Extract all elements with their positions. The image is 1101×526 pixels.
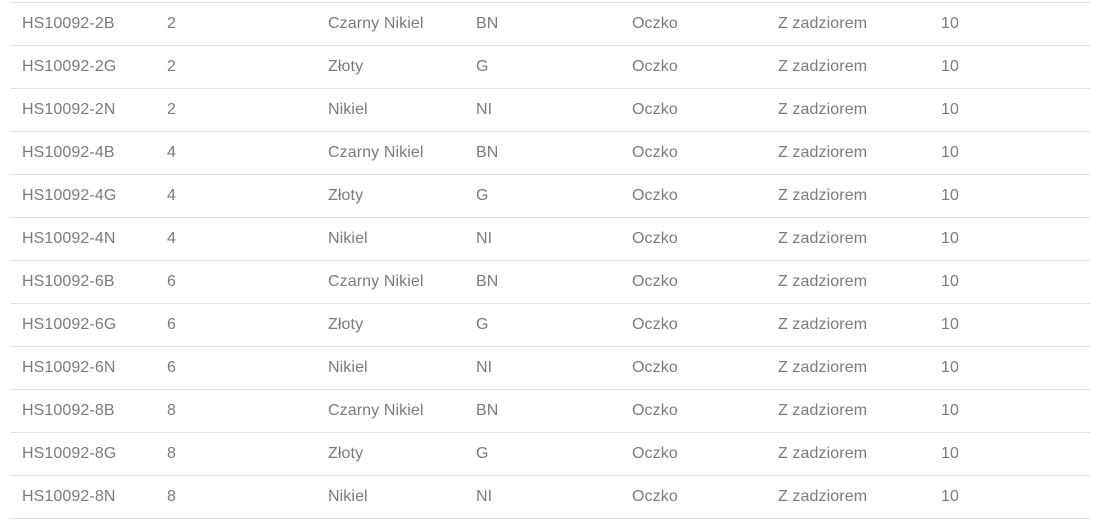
cell-color-code: BN [476, 402, 499, 419]
cell-shape: Oczko [632, 101, 678, 118]
cell-quantity: 10 [941, 15, 959, 32]
cell-quantity: 10 [941, 58, 959, 75]
table-row: HS10092-2G 2 Złoty G Oczko Z zadziorem 1… [10, 45, 1090, 89]
table-row: HS10092-4G 4 Złoty G Oczko Z zadziorem 1… [10, 174, 1090, 218]
table-row: HS10092-2N 2 Nikiel NI Oczko Z zadziorem… [10, 88, 1090, 132]
cell-color-code: NI [476, 101, 493, 118]
cell-shape: Oczko [632, 230, 678, 247]
cell-color-code: G [476, 445, 489, 462]
cell-shape: Oczko [632, 187, 678, 204]
cell-symbol: HS10092-4N [22, 230, 116, 247]
cell-shape: Oczko [632, 15, 678, 32]
cell-size: 6 [167, 359, 176, 376]
cell-color-code: BN [476, 144, 499, 161]
cell-quantity: 10 [941, 316, 959, 333]
cell-color-name: Nikiel [328, 359, 368, 376]
cell-barb: Z zadziorem [778, 15, 868, 32]
cell-shape: Oczko [632, 359, 678, 376]
cell-size: 2 [167, 58, 176, 75]
cell-color-code: G [476, 187, 489, 204]
cell-quantity: 10 [941, 101, 959, 118]
table-row: HS10092-8N 8 Nikiel NI Oczko Z zadziorem… [10, 475, 1090, 519]
table-row: HS10092-6B 6 Czarny Nikiel BN Oczko Z za… [10, 260, 1090, 304]
cell-color-name: Nikiel [328, 488, 368, 505]
cell-quantity: 10 [941, 359, 959, 376]
cell-barb: Z zadziorem [778, 316, 868, 333]
cell-shape: Oczko [632, 273, 678, 290]
cell-color-name: Nikiel [328, 230, 368, 247]
cell-size: 2 [167, 15, 176, 32]
table-body: HS10092-2B 2 Czarny Nikiel BN Oczko Z za… [10, 2, 1090, 519]
cell-size: 2 [167, 101, 176, 118]
cell-color-name: Czarny Nikiel [328, 15, 424, 32]
cell-barb: Z zadziorem [778, 273, 868, 290]
cell-quantity: 10 [941, 273, 959, 290]
cell-size: 4 [167, 144, 176, 161]
cell-shape: Oczko [632, 488, 678, 505]
cell-shape: Oczko [632, 144, 678, 161]
cell-color-code: NI [476, 230, 493, 247]
cell-color-name: Czarny Nikiel [328, 402, 424, 419]
cell-color-name: Złoty [328, 58, 364, 75]
cell-barb: Z zadziorem [778, 144, 868, 161]
cell-color-code: BN [476, 15, 499, 32]
table-row: HS10092-6G 6 Złoty G Oczko Z zadziorem 1… [10, 303, 1090, 347]
table-row: HS10092-2B 2 Czarny Nikiel BN Oczko Z za… [10, 2, 1090, 46]
cell-color-code: NI [476, 359, 493, 376]
cell-quantity: 10 [941, 187, 959, 204]
cell-size: 4 [167, 187, 176, 204]
cell-barb: Z zadziorem [778, 488, 868, 505]
cell-shape: Oczko [632, 58, 678, 75]
cell-quantity: 10 [941, 445, 959, 462]
cell-barb: Z zadziorem [778, 58, 868, 75]
cell-size: 8 [167, 445, 176, 462]
cell-shape: Oczko [632, 316, 678, 333]
cell-color-name: Czarny Nikiel [328, 273, 424, 290]
table-row: HS10092-8G 8 Złoty G Oczko Z zadziorem 1… [10, 432, 1090, 476]
cell-symbol: HS10092-8N [22, 488, 116, 505]
table-row: HS10092-6N 6 Nikiel NI Oczko Z zadziorem… [10, 346, 1090, 390]
cell-quantity: 10 [941, 402, 959, 419]
cell-symbol: HS10092-4G [22, 187, 117, 204]
cell-size: 4 [167, 230, 176, 247]
cell-symbol: HS10092-6N [22, 359, 116, 376]
cell-color-code: NI [476, 488, 493, 505]
cell-shape: Oczko [632, 445, 678, 462]
cell-symbol: HS10092-2N [22, 101, 116, 118]
cell-symbol: HS10092-4B [22, 144, 115, 161]
cell-color-name: Złoty [328, 445, 364, 462]
product-variants-table: HS10092-2B 2 Czarny Nikiel BN Oczko Z za… [10, 2, 1090, 519]
product-variants-table-wrap: HS10092-2B 2 Czarny Nikiel BN Oczko Z za… [10, 2, 1090, 519]
cell-symbol: HS10092-8G [22, 445, 117, 462]
table-row: HS10092-8B 8 Czarny Nikiel BN Oczko Z za… [10, 389, 1090, 433]
cell-barb: Z zadziorem [778, 445, 868, 462]
cell-symbol: HS10092-6B [22, 273, 115, 290]
cell-quantity: 10 [941, 488, 959, 505]
cell-size: 6 [167, 316, 176, 333]
cell-quantity: 10 [941, 230, 959, 247]
cell-barb: Z zadziorem [778, 402, 868, 419]
cell-barb: Z zadziorem [778, 187, 868, 204]
table-row: HS10092-4N 4 Nikiel NI Oczko Z zadziorem… [10, 217, 1090, 261]
table-row: HS10092-4B 4 Czarny Nikiel BN Oczko Z za… [10, 131, 1090, 175]
cell-size: 8 [167, 488, 176, 505]
cell-symbol: HS10092-2G [22, 58, 117, 75]
cell-barb: Z zadziorem [778, 359, 868, 376]
cell-barb: Z zadziorem [778, 101, 868, 118]
cell-size: 6 [167, 273, 176, 290]
cell-symbol: HS10092-6G [22, 316, 117, 333]
cell-color-name: Nikiel [328, 101, 368, 118]
cell-color-code: BN [476, 273, 499, 290]
cell-color-name: Czarny Nikiel [328, 144, 424, 161]
cell-color-code: G [476, 316, 489, 333]
cell-shape: Oczko [632, 402, 678, 419]
cell-symbol: HS10092-2B [22, 15, 115, 32]
cell-color-name: Złoty [328, 187, 364, 204]
cell-size: 8 [167, 402, 176, 419]
cell-symbol: HS10092-8B [22, 402, 115, 419]
cell-color-name: Złoty [328, 316, 364, 333]
cell-barb: Z zadziorem [778, 230, 868, 247]
cell-color-code: G [476, 58, 489, 75]
cell-quantity: 10 [941, 144, 959, 161]
